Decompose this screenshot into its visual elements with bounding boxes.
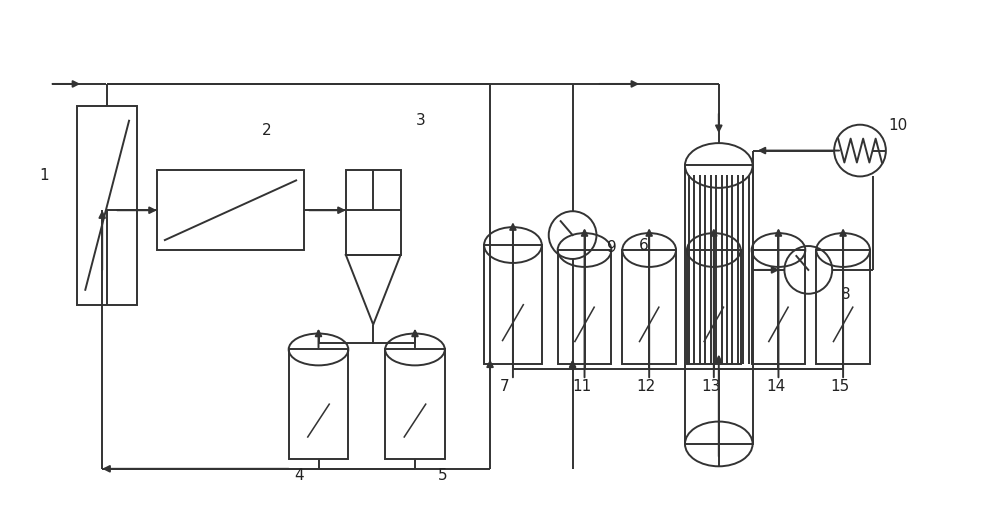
Text: 8: 8 bbox=[841, 287, 851, 302]
Bar bbox=[816, 250, 870, 365]
Bar bbox=[484, 245, 542, 365]
Text: 13: 13 bbox=[701, 379, 721, 394]
Text: 14: 14 bbox=[766, 379, 785, 394]
Bar bbox=[685, 166, 753, 444]
Text: 7: 7 bbox=[500, 379, 510, 394]
Bar bbox=[77, 106, 137, 305]
Text: 2: 2 bbox=[261, 123, 271, 138]
Text: 3: 3 bbox=[416, 113, 425, 128]
Text: 6: 6 bbox=[639, 237, 649, 252]
Text: 12: 12 bbox=[637, 379, 656, 394]
Bar bbox=[687, 250, 741, 365]
Bar bbox=[622, 250, 676, 365]
Text: 9: 9 bbox=[607, 239, 616, 255]
Bar bbox=[752, 250, 805, 365]
Bar bbox=[289, 349, 348, 459]
Bar bbox=[558, 250, 611, 365]
Bar bbox=[157, 171, 304, 250]
Bar bbox=[346, 171, 401, 255]
Text: 10: 10 bbox=[888, 118, 907, 133]
Text: 5: 5 bbox=[438, 468, 448, 483]
Text: 15: 15 bbox=[830, 379, 850, 394]
Text: 1: 1 bbox=[40, 168, 49, 183]
Bar bbox=[385, 349, 445, 459]
Text: 4: 4 bbox=[294, 468, 303, 483]
Text: 11: 11 bbox=[572, 379, 591, 394]
